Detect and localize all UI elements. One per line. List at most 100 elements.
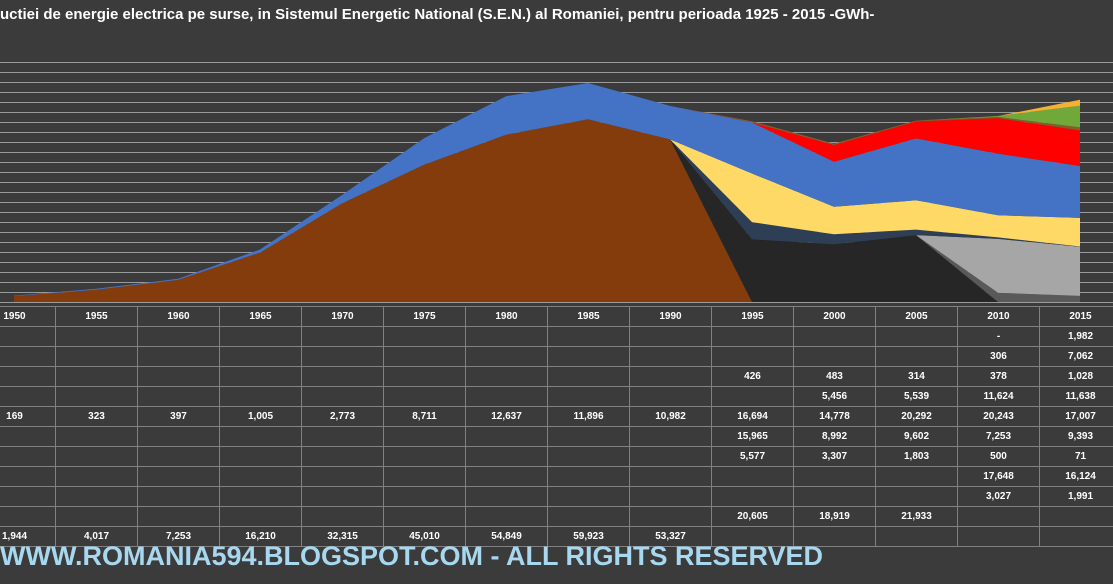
table-cell xyxy=(55,326,138,347)
table-cell xyxy=(0,386,56,407)
table-cell xyxy=(137,386,220,407)
year-header: 2015 xyxy=(1039,306,1113,327)
data-table: 1950 1955 1960 1965 1970 1975 1980 1985 1990 1995… xyxy=(0,306,1113,547)
table-cell xyxy=(219,346,302,367)
table-row: 5,577 3,307 1,803 500 71 xyxy=(0,446,1113,467)
year-header: 1960 xyxy=(137,306,220,327)
table-cell: 397 xyxy=(137,406,220,427)
chart-title: uctiei de energie electrica pe surse, in… xyxy=(0,6,875,23)
table-cell xyxy=(55,446,138,467)
year-header: 2000 xyxy=(793,306,876,327)
table-cell xyxy=(0,326,56,347)
table-cell: 17,007 xyxy=(1039,406,1113,427)
table-row: 20,605 18,919 21,933 xyxy=(0,506,1113,527)
year-header: 1970 xyxy=(301,306,384,327)
table-cell: 11,624 xyxy=(957,386,1040,407)
table-cell: 21,933 xyxy=(875,506,958,527)
table-cell: 18,919 xyxy=(793,506,876,527)
table-cell: 17,648 xyxy=(957,466,1040,487)
table-cell xyxy=(383,346,466,367)
table-cell xyxy=(219,466,302,487)
table-cell: 1,005 xyxy=(219,406,302,427)
table-row: 3,027 1,991 xyxy=(0,486,1113,507)
table-row: 169 323 397 1,005 2,773 8,711 12,637 11,896 10,9… xyxy=(0,406,1113,427)
table-cell: 3,307 xyxy=(793,446,876,467)
table-row: 15,965 8,992 9,602 7,253 9,393 xyxy=(0,426,1113,447)
table-cell xyxy=(465,466,548,487)
table-cell xyxy=(301,486,384,507)
table-cell: 10,982 xyxy=(629,406,712,427)
table-cell xyxy=(957,506,1040,527)
table-cell xyxy=(547,386,630,407)
table-cell: 500 xyxy=(957,446,1040,467)
table-cell xyxy=(0,446,56,467)
table-cell: 2,773 xyxy=(301,406,384,427)
table-cell xyxy=(383,466,466,487)
table-cell xyxy=(301,346,384,367)
table-cell xyxy=(875,326,958,347)
table-cell xyxy=(55,486,138,507)
table-cell xyxy=(137,326,220,347)
table-cell xyxy=(547,426,630,447)
table-cell xyxy=(465,346,548,367)
table-cell xyxy=(629,326,712,347)
table-cell xyxy=(793,486,876,507)
table-cell: 9,393 xyxy=(1039,426,1113,447)
table-cell xyxy=(301,366,384,387)
table-cell xyxy=(219,386,302,407)
table-cell xyxy=(55,466,138,487)
table-cell xyxy=(629,486,712,507)
table-cell xyxy=(711,346,794,367)
table-cell xyxy=(383,426,466,447)
series-areas xyxy=(14,83,1080,302)
table-cell: 323 xyxy=(55,406,138,427)
table-cell xyxy=(383,386,466,407)
year-header: 1980 xyxy=(465,306,548,327)
table-cell: 7,253 xyxy=(957,426,1040,447)
table-cell xyxy=(465,366,548,387)
table-cell xyxy=(55,386,138,407)
year-header: 1965 xyxy=(219,306,302,327)
table-cell xyxy=(465,486,548,507)
table-cell: 16,694 xyxy=(711,406,794,427)
table-cell: 16,210 xyxy=(219,526,302,547)
year-header: 1985 xyxy=(547,306,630,327)
table-cell xyxy=(711,486,794,507)
table-cell xyxy=(301,326,384,347)
table-cell: 20,605 xyxy=(711,506,794,527)
table-cell xyxy=(1039,506,1113,527)
table-cell xyxy=(137,486,220,507)
table-cell: 20,243 xyxy=(957,406,1040,427)
table-cell: 71 xyxy=(1039,446,1113,467)
table-cell xyxy=(55,366,138,387)
table-cell: 426 xyxy=(711,366,794,387)
table-cell xyxy=(0,346,56,367)
table-cell: 483 xyxy=(793,366,876,387)
table-cell xyxy=(629,386,712,407)
table-cell xyxy=(547,326,630,347)
table-row: 17,648 16,124 xyxy=(0,466,1113,487)
table-cell xyxy=(547,366,630,387)
table-cell: 16,124 xyxy=(1039,466,1113,487)
year-header: 1995 xyxy=(711,306,794,327)
table-cell xyxy=(301,466,384,487)
table-cell xyxy=(0,486,56,507)
table-cell xyxy=(547,506,630,527)
table-row: 426 483 314 378 1,028 xyxy=(0,366,1113,387)
table-header-row: 1950 1955 1960 1965 1970 1975 1980 1985 1990 1995… xyxy=(0,306,1113,327)
year-header: 1975 xyxy=(383,306,466,327)
table-cell xyxy=(301,446,384,467)
table-cell xyxy=(547,466,630,487)
stacked-area-chart xyxy=(0,62,1113,303)
table-cell xyxy=(793,326,876,347)
area-row-10 xyxy=(14,119,1080,302)
table-cell xyxy=(219,486,302,507)
table-row: -1,982 xyxy=(0,326,1113,347)
table-cell xyxy=(383,506,466,527)
table-cell: 5,539 xyxy=(875,386,958,407)
table-cell xyxy=(137,506,220,527)
table-cell xyxy=(383,366,466,387)
table-cell xyxy=(137,466,220,487)
table-cell xyxy=(711,326,794,347)
table-cell: 8,992 xyxy=(793,426,876,447)
